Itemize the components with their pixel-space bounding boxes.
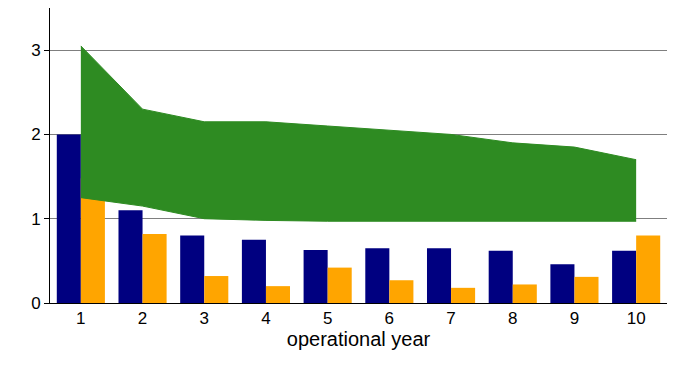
svg-text:10: 10 (627, 309, 646, 328)
svg-text:8: 8 (508, 309, 517, 328)
svg-text:7: 7 (446, 309, 455, 328)
svg-text:1: 1 (31, 210, 40, 229)
svg-text:5: 5 (323, 309, 332, 328)
svg-text:0: 0 (31, 294, 40, 313)
svg-text:6: 6 (385, 309, 394, 328)
svg-text:1: 1 (76, 309, 85, 328)
svg-text:2: 2 (31, 125, 40, 144)
svg-text:operational year: operational year (287, 328, 431, 350)
svg-text:9: 9 (570, 309, 579, 328)
svg-text:4: 4 (261, 309, 270, 328)
svg-text:2: 2 (138, 309, 147, 328)
svg-text:3: 3 (200, 309, 209, 328)
svg-text:3: 3 (31, 41, 40, 60)
